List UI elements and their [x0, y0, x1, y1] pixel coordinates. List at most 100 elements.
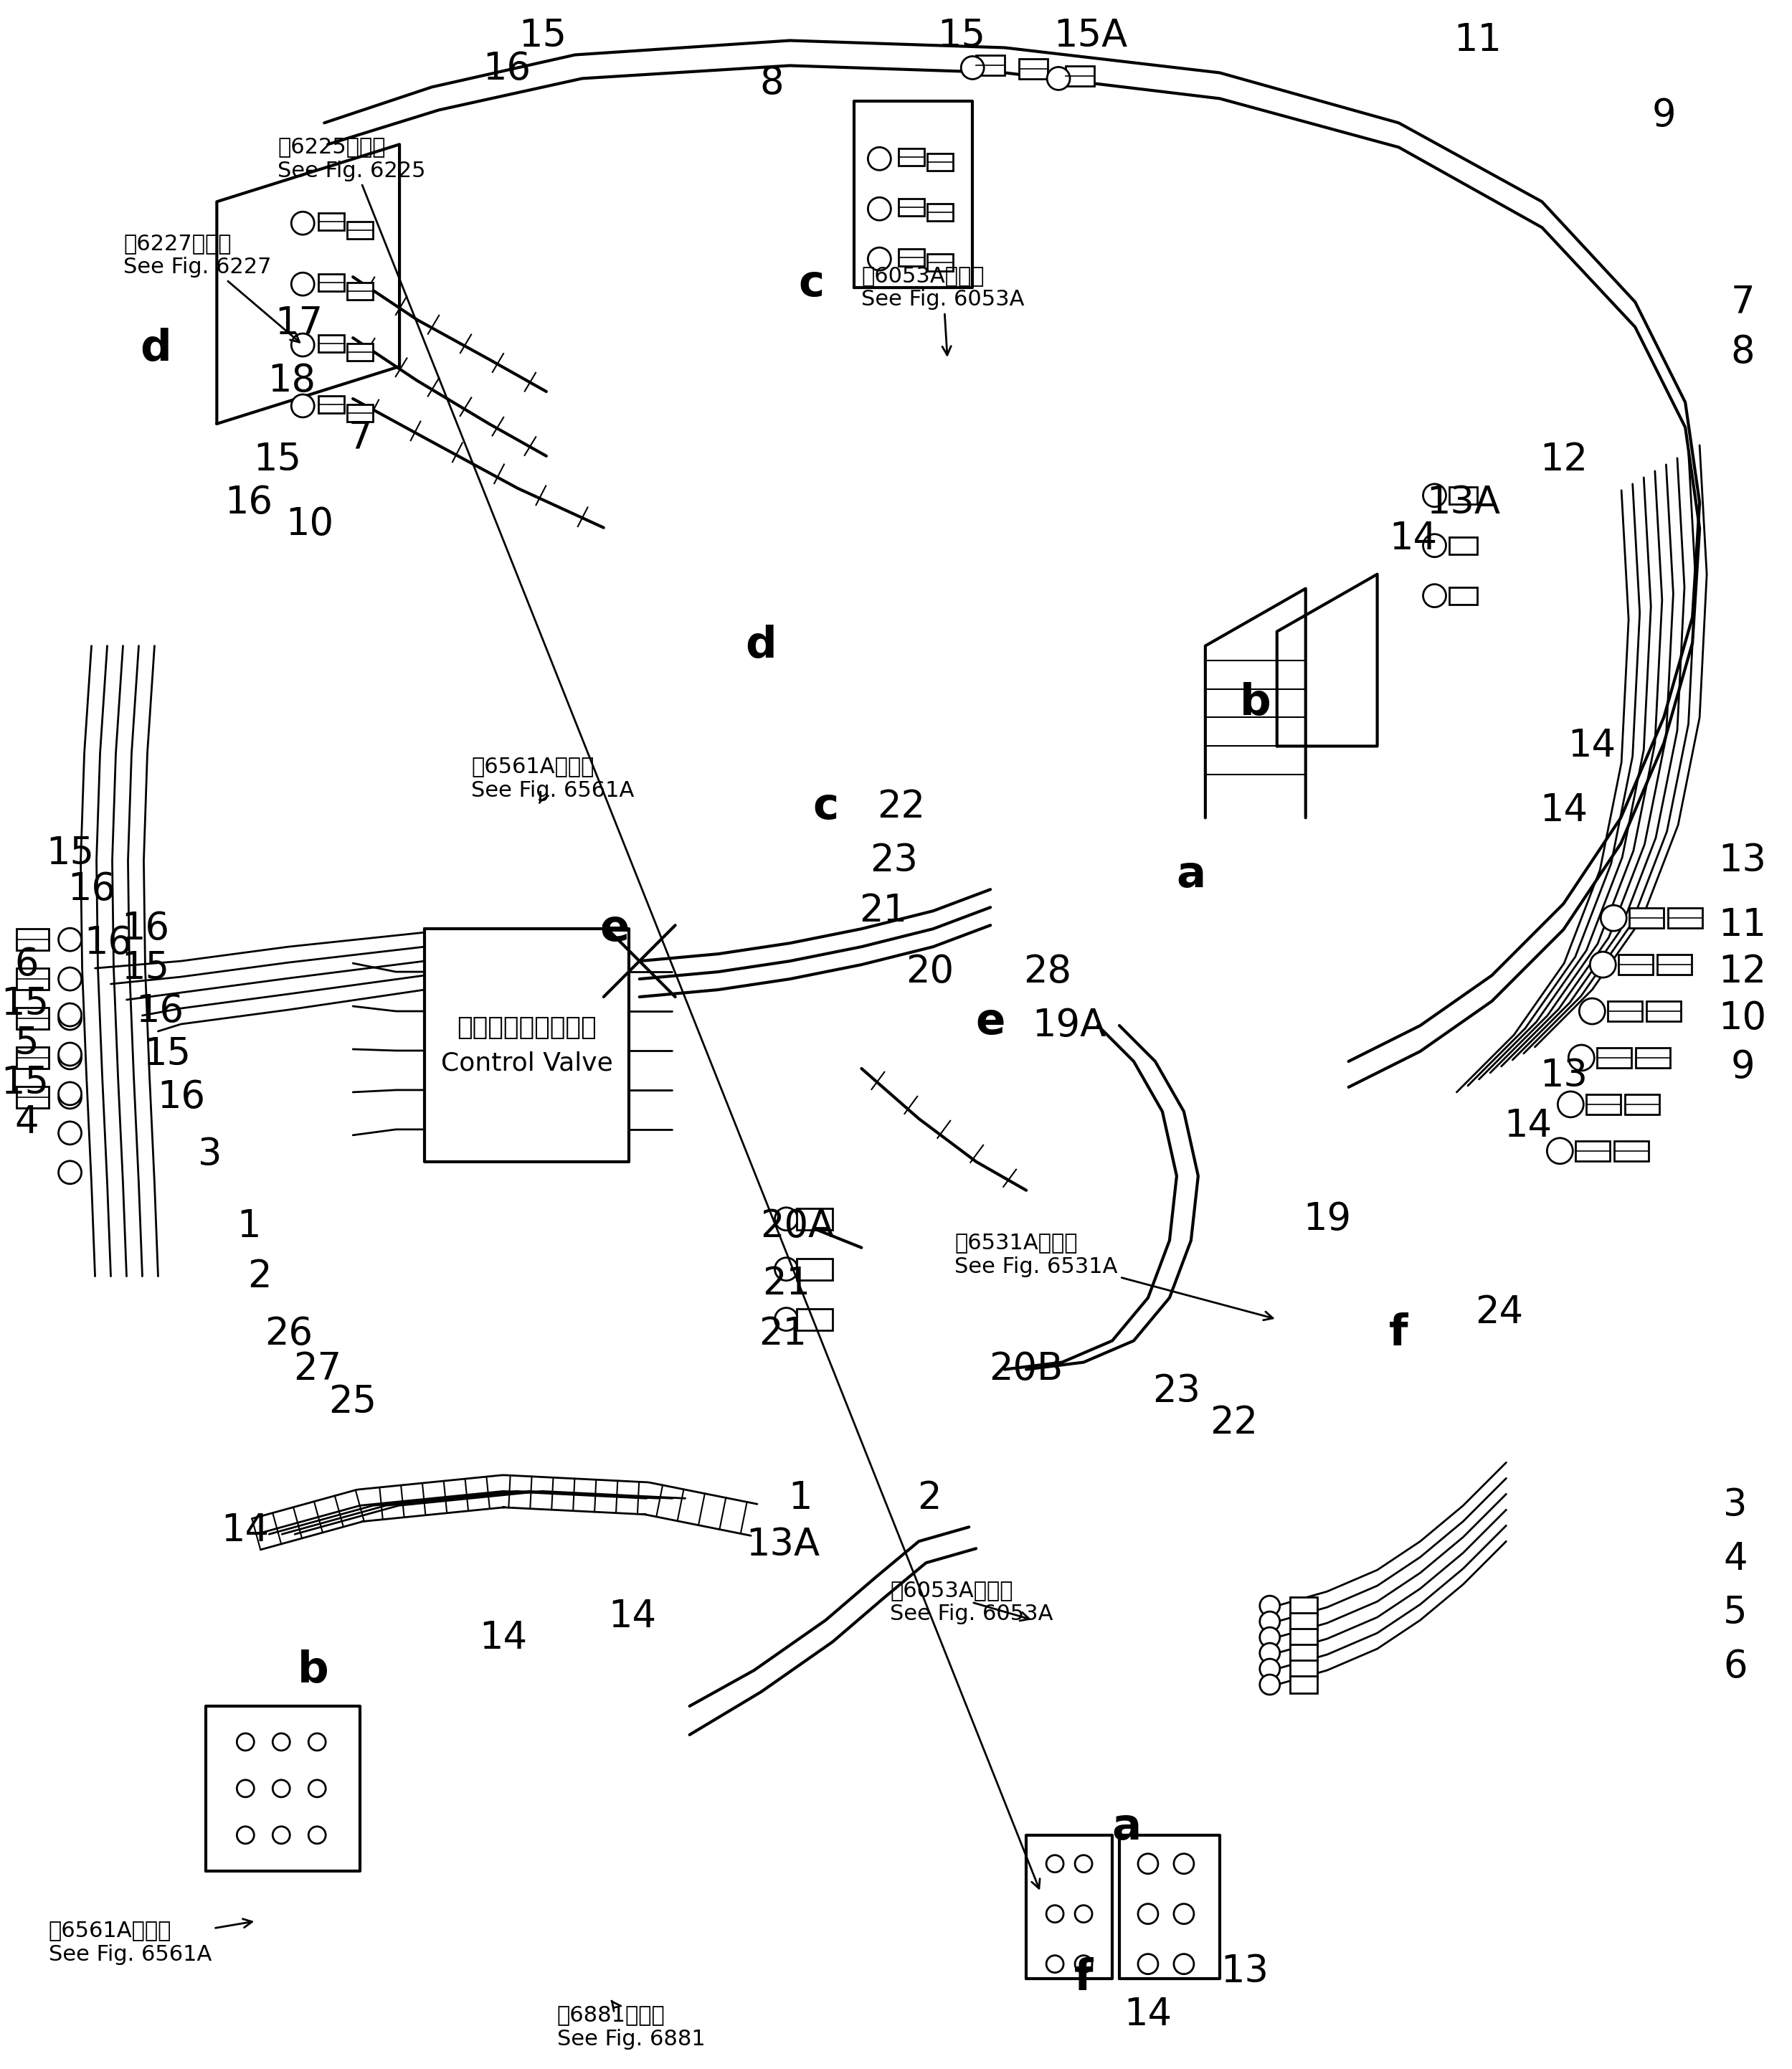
Circle shape	[1568, 1045, 1595, 1070]
Text: 16: 16	[84, 925, 133, 962]
Bar	[928, 254, 953, 271]
Text: 4: 4	[14, 1103, 39, 1140]
Text: 9: 9	[1652, 97, 1676, 134]
Text: 15: 15	[122, 950, 168, 987]
Bar	[16, 1086, 48, 1107]
Text: 7: 7	[348, 420, 373, 457]
Bar	[16, 968, 48, 989]
Text: 15A: 15A	[1054, 17, 1127, 54]
Bar	[900, 248, 925, 267]
Circle shape	[272, 1827, 290, 1843]
Text: 20B: 20B	[989, 1351, 1063, 1388]
Circle shape	[59, 1161, 81, 1183]
Text: f: f	[1073, 1957, 1093, 1999]
Circle shape	[292, 273, 314, 296]
Text: 20: 20	[905, 954, 953, 991]
Text: 13: 13	[1719, 842, 1767, 879]
Text: b: b	[297, 1649, 330, 1692]
Text: e: e	[975, 1001, 1005, 1043]
Bar	[16, 1047, 48, 1068]
Bar	[797, 1258, 833, 1281]
Circle shape	[59, 929, 81, 952]
Text: 14: 14	[1539, 792, 1588, 830]
Text: 13: 13	[1539, 1057, 1588, 1095]
Bar	[900, 149, 925, 166]
Text: 23: 23	[1152, 1372, 1201, 1409]
Text: 20A: 20A	[760, 1208, 833, 1246]
Text: 26: 26	[265, 1316, 312, 1353]
Text: 15: 15	[937, 17, 986, 54]
Text: 13A: 13A	[1426, 484, 1500, 521]
Text: 12: 12	[1539, 441, 1588, 478]
Circle shape	[867, 147, 891, 170]
Text: c: c	[814, 786, 839, 828]
Circle shape	[1260, 1612, 1279, 1632]
Bar	[928, 153, 953, 172]
Circle shape	[1423, 534, 1446, 557]
Circle shape	[1075, 1955, 1091, 1972]
Text: 16: 16	[482, 50, 530, 87]
Circle shape	[237, 1779, 254, 1798]
Circle shape	[1260, 1674, 1279, 1695]
Text: 7: 7	[1731, 283, 1754, 321]
Text: 14: 14	[222, 1512, 269, 1550]
Circle shape	[237, 1734, 254, 1750]
Bar	[319, 213, 344, 230]
Circle shape	[1600, 906, 1627, 931]
Text: 16: 16	[158, 1078, 204, 1115]
Text: 16: 16	[226, 484, 272, 521]
Text: 16: 16	[68, 871, 115, 908]
Circle shape	[774, 1208, 797, 1231]
Text: 15: 15	[143, 1037, 190, 1074]
Bar	[1618, 954, 1652, 974]
Bar	[1020, 60, 1048, 79]
Text: c: c	[799, 263, 824, 306]
Bar	[348, 283, 373, 300]
Bar	[1290, 1659, 1317, 1678]
Circle shape	[59, 1047, 81, 1070]
Circle shape	[1174, 1953, 1193, 1974]
Bar	[1647, 1001, 1681, 1022]
Text: 14: 14	[1503, 1107, 1552, 1144]
Text: d: d	[745, 625, 778, 666]
Circle shape	[308, 1827, 326, 1843]
Bar	[1450, 588, 1478, 604]
Circle shape	[1557, 1092, 1584, 1117]
Text: 11: 11	[1719, 906, 1767, 943]
Bar	[1658, 954, 1692, 974]
Bar	[1290, 1614, 1317, 1630]
Text: a: a	[1111, 1806, 1142, 1850]
Text: 16: 16	[122, 910, 168, 948]
Text: 19: 19	[1303, 1200, 1351, 1237]
Circle shape	[1138, 1903, 1158, 1924]
Bar	[1615, 1140, 1649, 1161]
Text: d: d	[140, 327, 172, 370]
Circle shape	[272, 1779, 290, 1798]
Circle shape	[1590, 952, 1616, 977]
Bar	[1607, 1001, 1641, 1022]
Bar	[1290, 1628, 1317, 1647]
Text: 28: 28	[1023, 954, 1072, 991]
Text: 22: 22	[876, 788, 925, 826]
Bar	[928, 205, 953, 221]
Circle shape	[59, 968, 81, 991]
Text: 10: 10	[1719, 999, 1767, 1037]
Text: 8: 8	[1731, 333, 1754, 370]
Text: f: f	[1389, 1312, 1409, 1355]
Text: 15: 15	[0, 1063, 48, 1101]
Text: 11: 11	[1453, 23, 1502, 60]
Circle shape	[774, 1258, 797, 1281]
Bar	[1290, 1676, 1317, 1692]
Bar	[1586, 1095, 1620, 1115]
Text: 14: 14	[1124, 1995, 1172, 2034]
Text: 10: 10	[287, 505, 333, 542]
Circle shape	[1047, 1856, 1063, 1872]
Bar	[319, 395, 344, 414]
Bar	[348, 343, 373, 360]
Circle shape	[1260, 1628, 1279, 1647]
Text: 15: 15	[47, 836, 93, 873]
Bar	[1575, 1140, 1609, 1161]
Bar	[348, 403, 373, 422]
Text: 第6561A図参照
See Fig. 6561A: 第6561A図参照 See Fig. 6561A	[471, 755, 634, 803]
Text: 14: 14	[478, 1620, 527, 1657]
